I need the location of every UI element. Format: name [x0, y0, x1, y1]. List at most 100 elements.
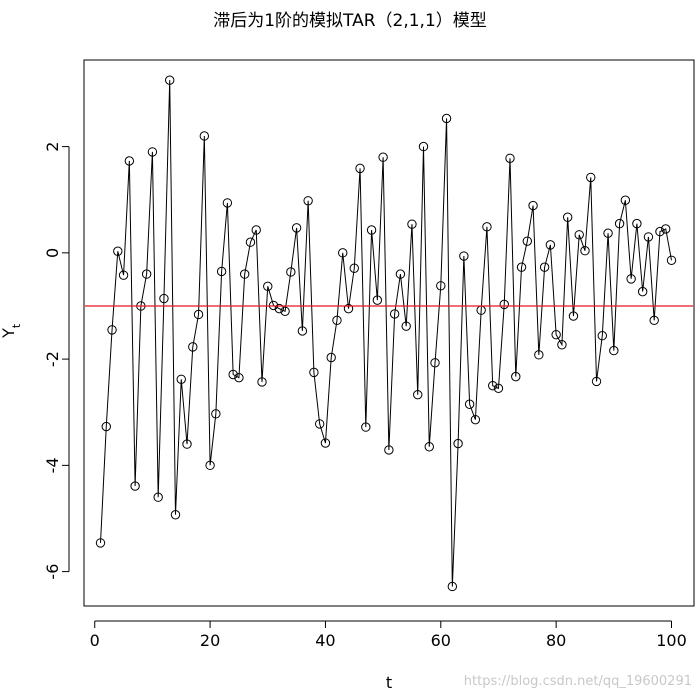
- data-point: [603, 228, 613, 238]
- data-point: [188, 342, 198, 352]
- chart-title: 滞后为1阶的模拟TAR（2,1,1）模型: [213, 11, 487, 31]
- data-point: [534, 350, 544, 360]
- x-tick-label: 60: [431, 631, 451, 650]
- data-point: [401, 321, 411, 331]
- data-point: [182, 439, 192, 449]
- data-point: [643, 232, 654, 242]
- data-point: [626, 274, 636, 284]
- data-point: [395, 269, 406, 279]
- data-point: [314, 419, 325, 429]
- y-axis-label: Y: [0, 328, 18, 339]
- plot-frame: [83, 59, 695, 607]
- y-tick-label: -6: [43, 564, 62, 580]
- x-tick-label: 0: [90, 631, 100, 650]
- data-point: [413, 389, 423, 400]
- data-point: [193, 309, 204, 320]
- series-line: [100, 80, 672, 587]
- y-tick-label: -2: [43, 351, 62, 367]
- data-point: [597, 331, 607, 341]
- data-point: [280, 306, 290, 316]
- data-point: [586, 172, 596, 183]
- data-point: [141, 269, 152, 279]
- data-point: [551, 329, 561, 340]
- data-point: [107, 325, 117, 335]
- y-tick-label: 2: [43, 142, 62, 152]
- data-point: [447, 581, 458, 592]
- data-point: [251, 225, 261, 235]
- data-point: [153, 492, 163, 502]
- data-point: [309, 367, 319, 378]
- data-point: [349, 263, 359, 273]
- data-point: [326, 352, 336, 363]
- data-point: [343, 303, 354, 314]
- data-point: [666, 255, 677, 265]
- data-point: [637, 286, 648, 297]
- y-tick-label: -4: [43, 457, 62, 473]
- data-point: [499, 299, 509, 310]
- data-point: [263, 281, 273, 292]
- data-point: [101, 421, 111, 432]
- data-point: [539, 262, 550, 272]
- data-point: [389, 309, 400, 319]
- x-tick-label: 20: [200, 631, 220, 650]
- data-point: [609, 345, 619, 356]
- data-point: [361, 422, 371, 432]
- data-point: [239, 269, 250, 279]
- data-point: [384, 445, 394, 455]
- data-point: [424, 442, 434, 452]
- data-point: [113, 246, 123, 256]
- data-point: [655, 226, 665, 237]
- data-point: [470, 414, 481, 425]
- data-point: [291, 223, 302, 233]
- data-point: [338, 248, 348, 258]
- watermark: https://blog.csdn.net/qq_19600291: [463, 674, 692, 689]
- data-point: [228, 369, 238, 380]
- x-axis-label: t: [386, 673, 392, 692]
- data-point: [245, 237, 256, 247]
- data-point: [159, 293, 169, 304]
- y-axis-label-subscript: t: [10, 323, 23, 328]
- data-point: [257, 377, 267, 387]
- data-point: [580, 246, 590, 256]
- data-point: [320, 438, 331, 448]
- data-point: [488, 380, 498, 391]
- data-point: [407, 219, 417, 229]
- data-point: [436, 281, 446, 291]
- data-point: [557, 340, 567, 350]
- data-point: [562, 212, 573, 222]
- data-point: [545, 240, 556, 250]
- data-point: [493, 383, 504, 394]
- data-point: [574, 230, 584, 240]
- data-point: [170, 510, 181, 520]
- y-tick-label: 0: [43, 248, 62, 258]
- x-tick-label: 40: [315, 631, 335, 650]
- data-point: [620, 195, 631, 205]
- data-point: [286, 267, 296, 277]
- data-point: [165, 75, 175, 85]
- data-point: [591, 376, 602, 387]
- data-point: [124, 156, 135, 166]
- data-point: [459, 251, 469, 261]
- data-point: [511, 371, 521, 382]
- data-point: [453, 438, 463, 449]
- data-point: [649, 315, 659, 326]
- data-point: [274, 303, 284, 314]
- data-point: [366, 225, 377, 235]
- data-point: [430, 358, 440, 368]
- data-point: [528, 200, 538, 211]
- data-point: [216, 266, 227, 277]
- data-point: [505, 153, 515, 163]
- data-point: [661, 224, 671, 234]
- data-point: [130, 481, 140, 491]
- data-point: [378, 152, 388, 162]
- data-point: [464, 399, 475, 409]
- data-point: [568, 311, 579, 321]
- data-point: [303, 196, 313, 206]
- x-tick-label: 80: [546, 631, 566, 650]
- data-point: [297, 326, 308, 336]
- data-point: [355, 163, 365, 174]
- data-point: [522, 236, 533, 246]
- data-point: [516, 262, 527, 272]
